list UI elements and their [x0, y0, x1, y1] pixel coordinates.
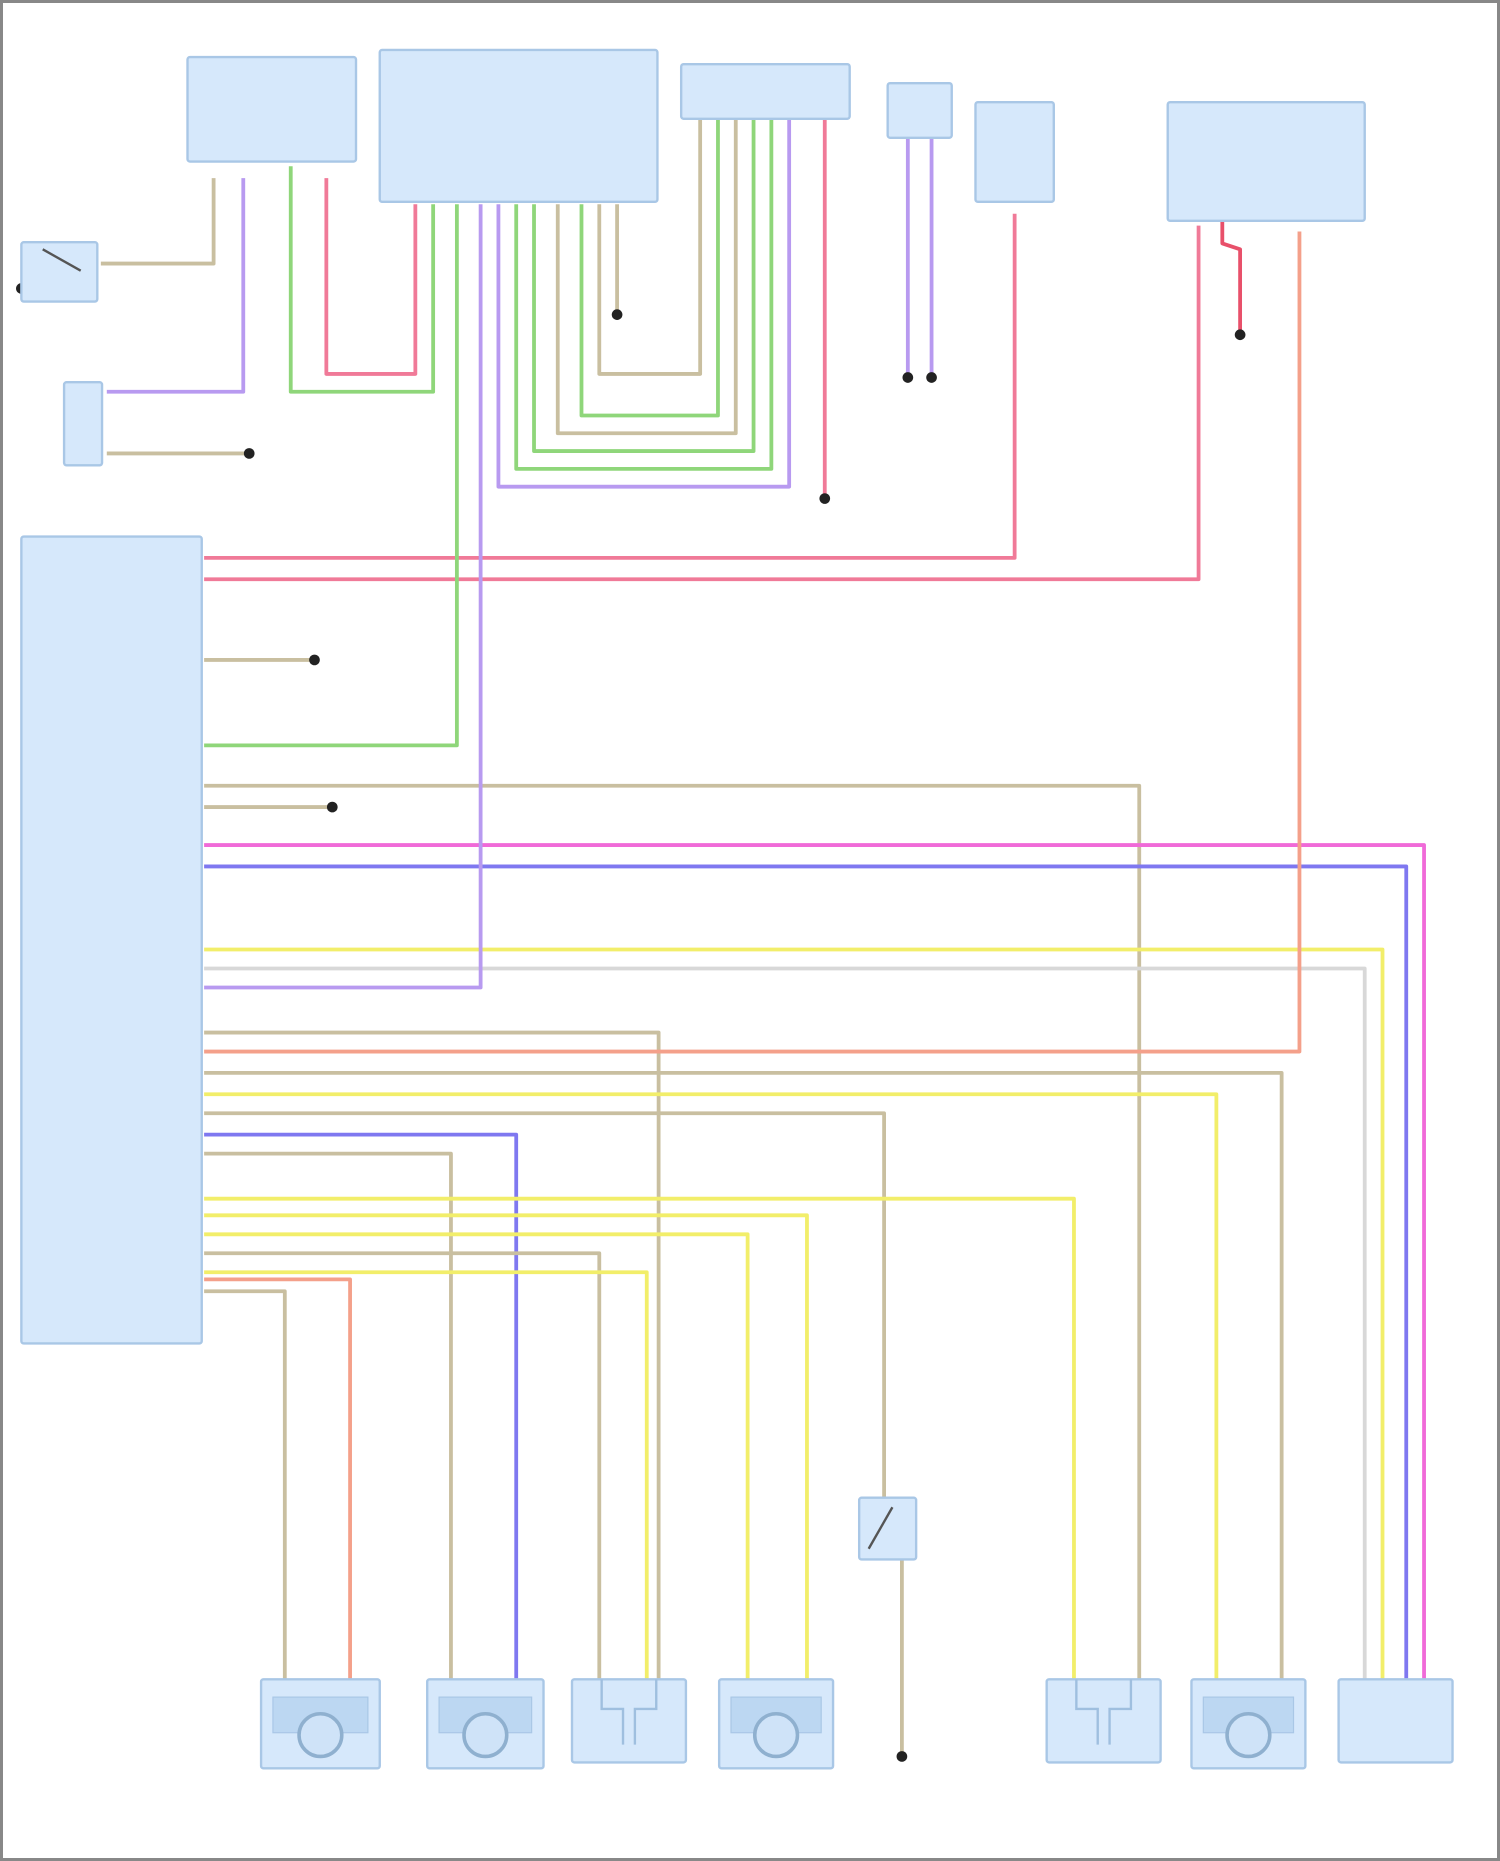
ground-point [896, 1751, 908, 1762]
actuator-7 [1337, 1678, 1454, 1764]
ecu-wire [204, 1196, 1076, 1680]
ground-point [926, 372, 937, 383]
ecu-wire [204, 1132, 519, 1680]
ground-point [309, 654, 320, 666]
ecu-wire [204, 864, 1409, 1680]
ecu-wire [204, 225, 1201, 582]
sensor-icon [1108, 1679, 1133, 1745]
loop-wire [597, 118, 703, 376]
ecu-wire [204, 1111, 886, 1498]
ground-point [326, 801, 338, 813]
actuator-5 [1045, 1678, 1162, 1764]
switch-icon [867, 1506, 894, 1550]
ecu-wire [204, 1289, 287, 1680]
ecu-wire [204, 204, 459, 748]
ecu-wire [204, 1270, 649, 1680]
ecu-wire [204, 1071, 1284, 1680]
sensor-icon [633, 1679, 658, 1745]
ecu-wire [204, 204, 483, 990]
mid-switch [857, 1496, 918, 1561]
ecu-wire [204, 1251, 602, 1680]
wire [288, 166, 436, 394]
wires [16, 118, 1426, 1762]
wire [1220, 220, 1243, 335]
ground-point [902, 372, 914, 383]
top-module-3 [679, 63, 851, 120]
ecu-wire [204, 231, 1302, 1054]
sensor-icon [600, 1679, 625, 1745]
actuator-3 [570, 1678, 688, 1764]
top-module-6 [1166, 100, 1366, 223]
ecu-wire [204, 966, 1367, 1680]
ground-point [611, 309, 623, 320]
motor-icon [462, 1711, 509, 1759]
ecu-wire [204, 783, 1142, 1680]
ecu-wire [204, 1213, 809, 1680]
switch-icon [42, 248, 82, 272]
wire [106, 178, 246, 394]
left-sensor [62, 381, 104, 467]
ecu-wire [204, 1030, 661, 1680]
top-module-5 [974, 100, 1055, 204]
ecu-wire [204, 1151, 453, 1680]
ground-point [1234, 329, 1246, 341]
ecu-wire [204, 213, 1017, 560]
wire [100, 178, 216, 266]
top-module-2 [378, 48, 659, 204]
ecu-wire [204, 843, 1426, 1680]
loop-wire [514, 118, 774, 471]
ground-point [243, 448, 255, 459]
loop-wire [579, 118, 720, 418]
ecu-wire [204, 1232, 750, 1680]
ecu-wire [204, 1092, 1219, 1680]
ecu-wire [204, 947, 1385, 1680]
motor-icon [752, 1711, 800, 1759]
top-module-4 [886, 82, 953, 139]
components [20, 48, 1454, 1770]
sensor-icon [1075, 1679, 1099, 1745]
wire [324, 178, 418, 376]
control-module [20, 535, 203, 1345]
ground-point [819, 493, 831, 504]
loop-wire [532, 118, 756, 453]
ecu-wire [204, 1277, 352, 1680]
left-switch [20, 241, 99, 303]
motor-icon [297, 1711, 344, 1759]
loop-wire [496, 118, 792, 489]
loop-wire [555, 118, 738, 436]
top-module-1 [186, 55, 358, 163]
motor-icon [1225, 1711, 1272, 1759]
